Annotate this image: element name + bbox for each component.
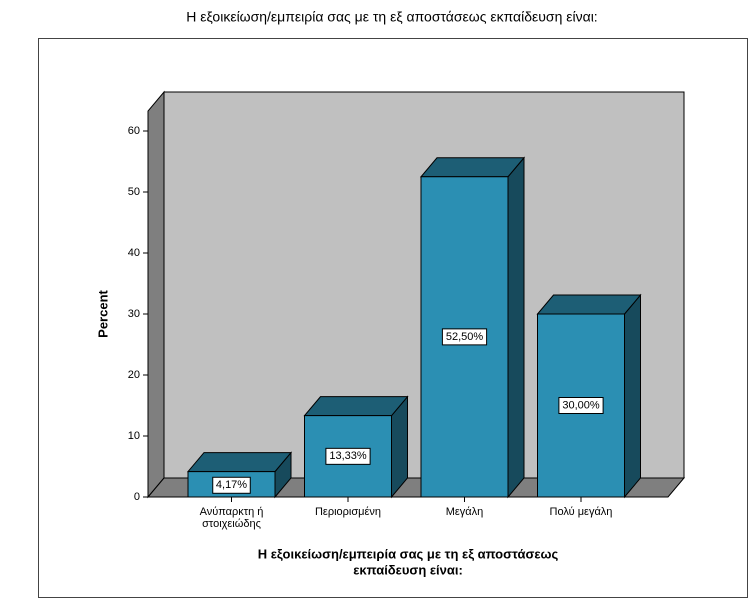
x-tick-label: Πολύ μεγάλη [549, 506, 613, 518]
bar-side [507, 156, 525, 499]
value-label: 52,50% [446, 331, 484, 343]
x-axis-title: Η εξοικείωση/εμπειρία σας με τη εξ αποστ… [258, 546, 559, 561]
left-wall [147, 90, 165, 499]
y-tick-label: 30 [128, 308, 140, 320]
value-label: 13,33% [329, 450, 367, 462]
x-axis-title: εκπαίδευση είναι: [353, 562, 463, 577]
value-label-box [212, 476, 251, 494]
value-label-box [325, 447, 371, 465]
bar [303, 395, 409, 499]
bar [536, 293, 642, 499]
y-tick-label: 50 [128, 186, 140, 198]
y-tick-label: 0 [134, 491, 140, 503]
y-tick-label: 10 [128, 430, 140, 442]
value-label-box [558, 397, 604, 414]
y-tick-label: 60 [128, 125, 140, 137]
value-label: 4,17% [216, 479, 247, 491]
bar-top [186, 452, 293, 473]
bar-top [536, 294, 642, 315]
chart-title: Η εξοικείωση/εμπειρία σας με τη εξ αποστ… [186, 9, 597, 25]
value-label-box [441, 328, 488, 346]
x-tick-label: Μεγάλη [445, 506, 484, 518]
y-tick-label: 40 [128, 247, 140, 259]
y-tick-label: 20 [128, 369, 140, 381]
bar-side [624, 293, 641, 499]
bar-top [419, 157, 526, 178]
bar-top [303, 396, 409, 417]
y-axis-title: Percent [95, 289, 110, 337]
value-label: 30,00% [562, 399, 600, 411]
x-tick-label: Ανύπαρκτη ή στοιχειώδης [199, 506, 264, 530]
x-tick-label: Περιορισμένη [314, 506, 382, 518]
bar [419, 156, 526, 499]
